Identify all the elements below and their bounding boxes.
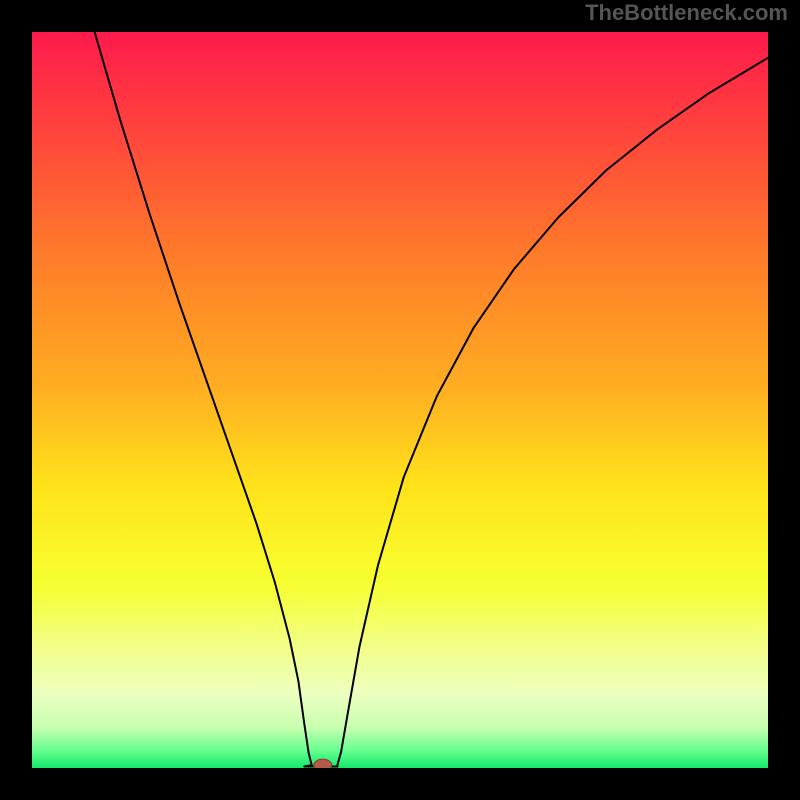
bottleneck-curve — [32, 32, 768, 768]
chart-container: TheBottleneck.com — [0, 0, 800, 800]
curve-line — [95, 32, 768, 767]
valley-marker — [314, 759, 332, 768]
plot-area — [32, 32, 768, 768]
watermark-text: TheBottleneck.com — [585, 0, 788, 26]
